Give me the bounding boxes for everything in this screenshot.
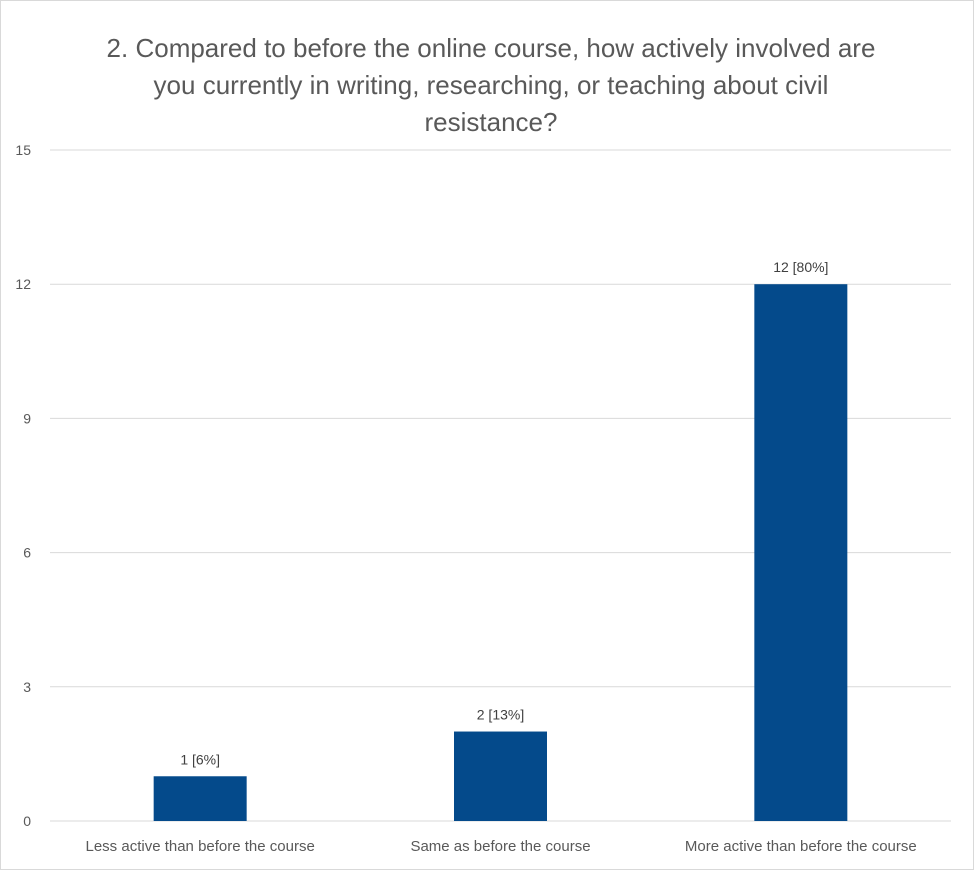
y-tick-label: 6: [23, 545, 31, 561]
y-tick-label: 12: [15, 276, 31, 292]
y-tick-label: 9: [23, 410, 31, 426]
y-tick-label: 3: [23, 679, 31, 695]
bar-1: [153, 776, 247, 821]
y-tick-label: 0: [23, 813, 31, 829]
bar-2: [454, 731, 547, 821]
x-category-label: Same as before the course: [410, 838, 590, 855]
data-label: 12 [80%]: [773, 259, 828, 275]
chart-title: 2. Compared to before the online course,…: [106, 33, 876, 137]
data-label: 2 [13%]: [477, 707, 524, 723]
x-category-label: More active than before the course: [685, 838, 917, 855]
x-category-label: Less active than before the course: [86, 838, 315, 855]
data-label: 1 [6%]: [180, 751, 220, 767]
bar-3: [754, 284, 848, 821]
y-tick-label: 15: [15, 142, 31, 158]
